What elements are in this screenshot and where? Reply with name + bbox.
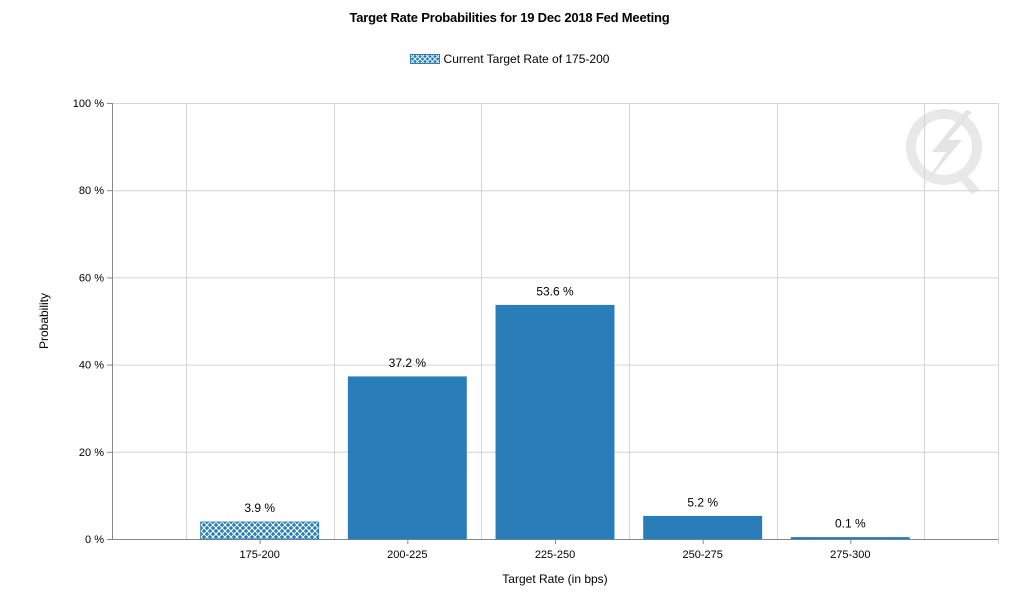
x-tick-label: 250-275 (682, 549, 722, 561)
legend: Current Target Rate of 175-200 (0, 52, 1019, 66)
data-label: 37.2 % (389, 356, 427, 370)
y-axis-title: Probability (37, 293, 51, 349)
x-tick-label: 225-250 (535, 549, 575, 561)
legend-swatch-hatched (409, 54, 440, 64)
y-tick-label: 80 % (79, 185, 104, 197)
bar-250-275 (643, 515, 763, 540)
x-tick-label: 275-300 (830, 549, 870, 561)
y-tick-label: 20 % (79, 447, 104, 459)
data-label: 3.9 % (244, 501, 275, 515)
y-tick-label: 100 % (73, 98, 104, 110)
quikstrike-logo-icon (906, 109, 982, 194)
data-label: 5.2 % (687, 495, 718, 509)
x-tick-label: 175-200 (239, 549, 279, 561)
y-tick-label: 0 % (85, 534, 104, 546)
data-label: 0.1 % (835, 517, 866, 531)
bar-225-250 (495, 304, 615, 540)
y-tick-label: 60 % (79, 272, 104, 284)
x-tick-label: 200-225 (387, 549, 427, 561)
x-axis-title: Target Rate (in bps) (502, 572, 607, 586)
bar-200-225 (347, 376, 467, 540)
data-label: 53.6 % (536, 284, 574, 298)
chart-title: Target Rate Probabilities for 19 Dec 201… (349, 10, 670, 25)
y-tick-label: 40 % (79, 360, 104, 372)
bar-175-200 (200, 521, 320, 540)
legend-label: Current Target Rate of 175-200 (443, 52, 610, 66)
bar-275-300 (790, 537, 910, 540)
